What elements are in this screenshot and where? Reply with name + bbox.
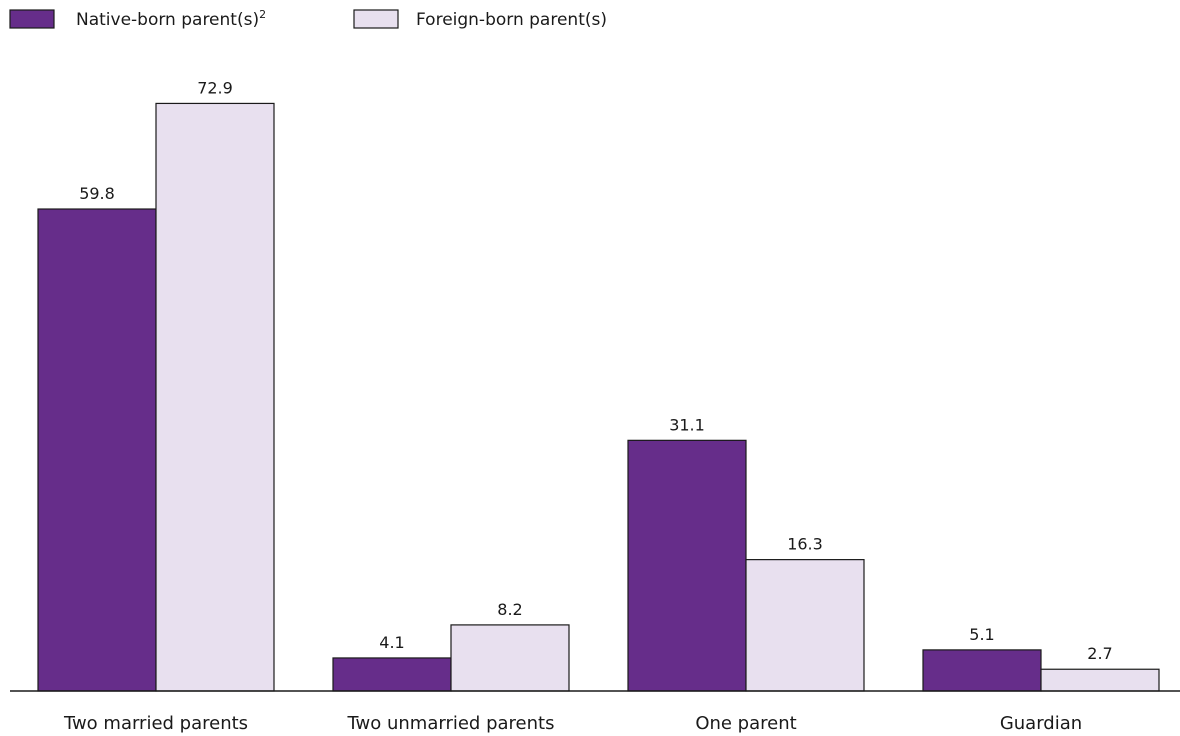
bar-two-married-parents-foreign-born [155, 102, 275, 692]
legend-swatch-foreign-born [353, 9, 399, 29]
value-label-two-unmarried-parents-native-born: 4.1 [379, 633, 404, 652]
bar-guardian-foreign-born [1040, 668, 1160, 692]
bar-two-married-parents-native-born [37, 208, 157, 692]
bar-guardian-native-born [922, 649, 1042, 692]
value-label-two-unmarried-parents-foreign-born: 8.2 [497, 600, 522, 619]
svg-text:Native-born parent(s)2: Native-born parent(s)2 [76, 8, 266, 30]
legend-superscript: 2 [259, 8, 266, 21]
bar-one-parent-native-born [627, 439, 747, 692]
category-label-one-parent: One parent [695, 713, 796, 734]
legend-label-foreign-born: Foreign-born parent(s) [416, 10, 607, 30]
category-labels: Two married parents Two unmarried parents… [63, 713, 1082, 734]
category-label-guardian: Guardian [1000, 713, 1082, 734]
value-label-two-married-parents-native-born: 59.8 [79, 184, 115, 203]
bar-one-parent-foreign-born [745, 559, 865, 692]
category-label-two-married-parents: Two married parents [63, 713, 248, 734]
legend: Native-born parent(s)2 Foreign-born pare… [9, 8, 607, 30]
legend-item-foreign-born: Foreign-born parent(s) [353, 9, 607, 30]
bar-two-unmarried-parents-native-born [332, 657, 452, 692]
value-label-one-parent-foreign-born: 16.3 [787, 535, 823, 554]
value-label-one-parent-native-born: 31.1 [669, 415, 705, 434]
value-label-guardian-native-born: 5.1 [969, 625, 994, 644]
svg-text:Foreign-born parent(s): Foreign-born parent(s) [416, 10, 607, 30]
bar-two-unmarried-parents-foreign-born [450, 624, 570, 692]
value-labels: 59.8 72.9 4.1 8.2 31.1 16.3 5.1 2.7 [79, 78, 1113, 663]
bars [37, 102, 1160, 692]
category-label-two-unmarried-parents: Two unmarried parents [347, 713, 555, 734]
value-label-guardian-foreign-born: 2.7 [1087, 644, 1112, 663]
value-label-two-married-parents-foreign-born: 72.9 [197, 78, 233, 97]
legend-swatch-native-born [9, 9, 55, 29]
legend-item-native-born: Native-born parent(s)2 [9, 8, 266, 30]
legend-label-native-born: Native-born parent(s) [76, 10, 259, 30]
